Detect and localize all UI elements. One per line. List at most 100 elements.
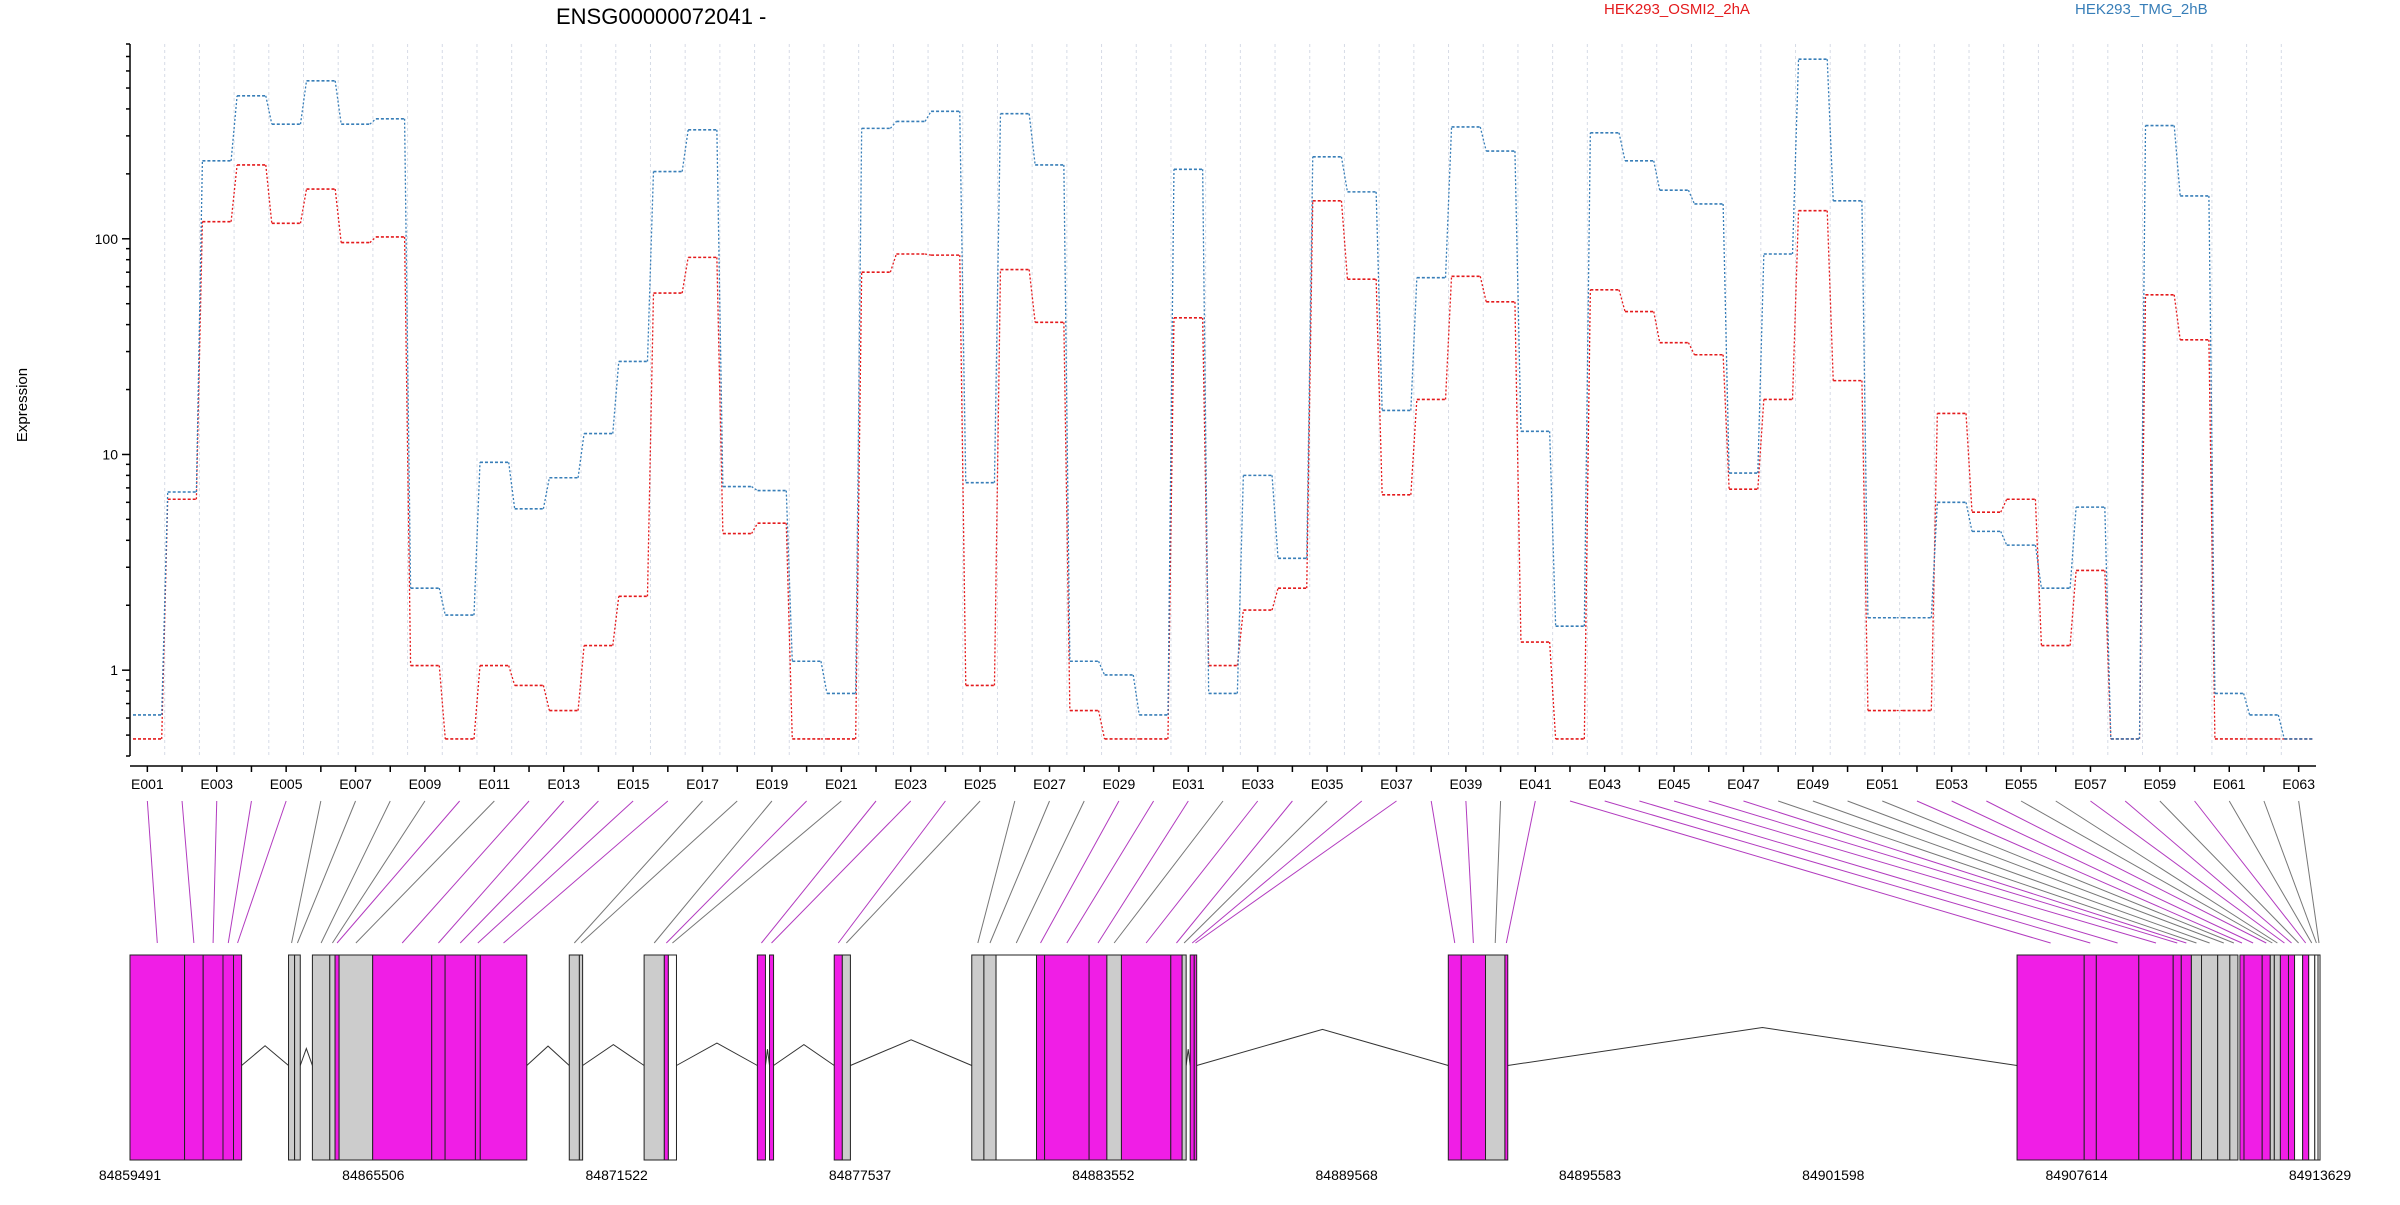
series-step — [1271, 475, 1279, 559]
exon-bin — [2201, 954, 2219, 1161]
exon-bin — [643, 954, 665, 1161]
connector-line — [1882, 800, 2235, 944]
x-tick-label: E017 — [686, 776, 719, 792]
connector-line — [336, 800, 461, 944]
series-step — [1583, 289, 1591, 739]
x-tick-label: E061 — [2213, 776, 2246, 792]
x-tick-label: E001 — [131, 776, 164, 792]
series-step — [369, 118, 377, 125]
series-step — [924, 253, 932, 256]
series-step — [1653, 311, 1661, 343]
x-tick-label: E029 — [1103, 776, 1136, 792]
series-step — [1340, 156, 1349, 192]
connector-line — [181, 800, 195, 944]
x-tick-label: E015 — [617, 776, 650, 792]
series-step — [577, 433, 585, 478]
series-step — [161, 499, 169, 739]
x-tick-label: E011 — [478, 776, 510, 792]
series-step — [612, 361, 620, 434]
x-tick-label: E063 — [2282, 776, 2315, 792]
series-step — [230, 164, 238, 222]
exon-bin — [1193, 954, 1198, 1161]
x-tick-label: E037 — [1380, 776, 1413, 792]
x-tick-label: E019 — [756, 776, 789, 792]
exon-bin — [667, 954, 677, 1161]
series-step — [299, 80, 308, 125]
series-step — [646, 293, 655, 597]
series-step — [1930, 502, 1938, 618]
connector-line — [989, 800, 1050, 944]
chart-title: ENSG00000072041 - — [556, 4, 766, 29]
connector-line — [227, 800, 252, 944]
series-step — [1202, 317, 1210, 666]
gridlines — [164, 44, 2282, 756]
exon-bin — [474, 954, 481, 1161]
intron — [850, 1039, 972, 1066]
series-step — [508, 665, 516, 686]
connector-line — [1986, 800, 2267, 944]
genomic-tick-label: 84871522 — [586, 1167, 649, 1183]
exon-bin — [1485, 954, 1506, 1161]
series-step — [959, 111, 967, 483]
connector-line — [672, 800, 842, 944]
exon-bin — [2269, 954, 2275, 1161]
exon-bin — [2261, 954, 2271, 1161]
series-step — [1861, 380, 1869, 711]
connector-line — [1097, 800, 1189, 944]
connector-line — [1465, 800, 1474, 944]
connector-line — [1708, 800, 2178, 944]
connector-line — [653, 800, 773, 944]
series-step — [438, 665, 446, 739]
exon-bin — [1170, 954, 1183, 1161]
bin-to-exon-connectors — [146, 800, 2320, 944]
x-tick-label: E007 — [339, 776, 372, 792]
intron — [299, 1047, 313, 1066]
exon-bin — [2083, 954, 2097, 1161]
series-step — [1548, 431, 1557, 627]
exon-bin — [1447, 954, 1462, 1161]
series-step — [1618, 132, 1626, 161]
x-tick-label: E041 — [1519, 776, 1552, 792]
connector-line — [146, 800, 158, 944]
connector-line — [1494, 800, 1502, 944]
series-step — [1930, 413, 1938, 711]
legend-entry-series-1: HEK293_OSMI2_2hA — [1604, 1, 1750, 18]
intron — [582, 1043, 645, 1066]
exon-bin — [2239, 954, 2245, 1161]
series-step — [2138, 294, 2147, 739]
connector-line — [2124, 800, 2292, 944]
x-tick-label: E059 — [2144, 776, 2177, 792]
exon-bin — [1504, 954, 1509, 1161]
series-step — [2208, 195, 2216, 694]
genomic-tick-label: 84889568 — [1316, 1167, 1379, 1183]
x-tick-label: E053 — [1935, 776, 1968, 792]
exon-bin — [2190, 954, 2203, 1161]
connector-line — [1430, 800, 1456, 944]
connector-line — [2263, 800, 2317, 944]
series-step — [1757, 253, 1765, 474]
x-tick-label: E025 — [964, 776, 997, 792]
series-step — [889, 121, 897, 129]
series-2 — [133, 58, 2313, 740]
x-tick-label: E039 — [1450, 776, 1483, 792]
exon-bin — [971, 954, 985, 1161]
axes: 1 10 100 E001 E003 E005 E007 E009 E011 E013 E015 E0… — [95, 43, 2316, 792]
series-step — [855, 272, 863, 739]
exon-bin — [756, 954, 766, 1161]
connector-line — [1673, 800, 2157, 944]
exon-bin — [479, 954, 528, 1161]
series-step — [1236, 475, 1244, 694]
series-step — [1791, 59, 1800, 255]
series-step — [403, 236, 412, 666]
connector-line — [771, 800, 912, 944]
series-step — [681, 129, 689, 172]
series-step — [542, 685, 551, 711]
exon-bin — [184, 954, 204, 1161]
series-step — [1306, 200, 1314, 589]
x-tick-label: E027 — [1033, 776, 1066, 792]
connector-line — [2020, 800, 2273, 944]
connector-line — [355, 800, 495, 944]
x-tick-label: E043 — [1588, 776, 1621, 792]
series-step — [1479, 276, 1487, 303]
exon-bin — [2172, 954, 2182, 1161]
